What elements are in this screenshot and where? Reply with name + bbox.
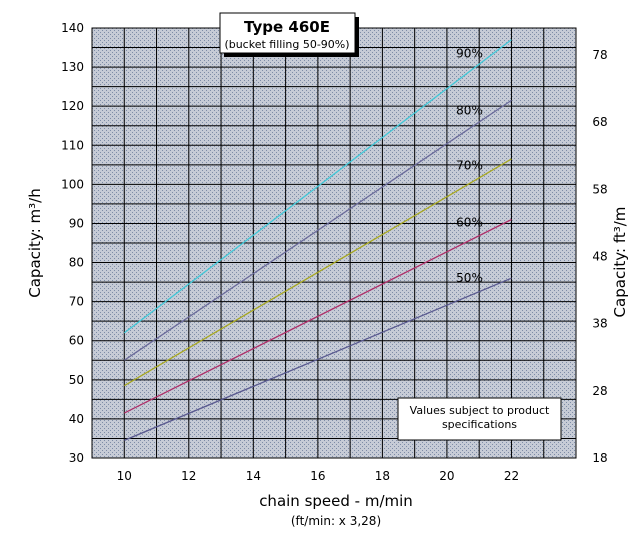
chart-title: Type 460E xyxy=(244,18,330,36)
x-tick-label: 18 xyxy=(375,469,390,483)
chart-subtitle: (bucket filling 50-90%) xyxy=(224,38,349,51)
y-tick-label: 40 xyxy=(69,412,84,426)
series-line xyxy=(123,39,512,334)
y2-tick-label: 38 xyxy=(592,317,607,331)
series-label: 80% xyxy=(456,103,483,117)
x-tick-label: 20 xyxy=(439,469,454,483)
series-lines: 90% 80% 70% 60% 50% xyxy=(123,39,512,442)
y-tick-label: 70 xyxy=(69,295,84,309)
y-tick-label: 110 xyxy=(61,138,84,152)
y2-tick-label: 68 xyxy=(592,115,607,129)
y-tick-label: 130 xyxy=(61,60,84,74)
y2-tick-label: 48 xyxy=(592,250,607,264)
x-axis-note: (ft/min: x 3,28) xyxy=(291,514,381,528)
y-tick-label: 90 xyxy=(69,216,84,230)
y2-tick-label: 18 xyxy=(592,451,607,465)
title-box: Type 460E (bucket filling 50-90%) xyxy=(219,12,359,57)
x-tick-label: 14 xyxy=(246,469,261,483)
y2-tick-label: 58 xyxy=(592,182,607,196)
series-label: 90% xyxy=(456,46,483,60)
x-tick-label: 10 xyxy=(117,469,132,483)
y2-tick-label: 78 xyxy=(592,48,607,62)
y-tick-label: 120 xyxy=(61,99,84,113)
y-axis-title: Capacity: m³/h xyxy=(26,188,44,297)
axis-ticks: 10 12 14 16 18 20 22 30 40 50 60 70 80 90 100 110 120 130… xyxy=(61,21,608,483)
x-tick-label: 12 xyxy=(181,469,196,483)
annotation-text: Values subject to product specifications xyxy=(409,404,550,431)
y-tick-label: 60 xyxy=(69,334,84,348)
series-line xyxy=(124,277,512,442)
y2-tick-label: 28 xyxy=(592,384,607,398)
annotation-box: Values subject to product specifications xyxy=(397,397,562,441)
y-tick-label: 50 xyxy=(69,373,84,387)
x-tick-label: 16 xyxy=(310,469,325,483)
series-line xyxy=(123,99,512,361)
series-label: 70% xyxy=(456,159,483,173)
y2-axis-title: Capacity: ft³/m xyxy=(611,207,629,318)
y-tick-label: 100 xyxy=(61,177,84,191)
series-label: 50% xyxy=(456,271,483,285)
y-tick-label: 30 xyxy=(69,451,84,465)
y-tick-label: 80 xyxy=(69,256,84,270)
x-axis-title: chain speed - m/min xyxy=(259,492,413,510)
series-label: 60% xyxy=(456,216,483,230)
series-line xyxy=(123,218,512,414)
y-tick-label: 140 xyxy=(61,21,84,35)
x-tick-label: 22 xyxy=(504,469,519,483)
series-line xyxy=(123,158,512,387)
